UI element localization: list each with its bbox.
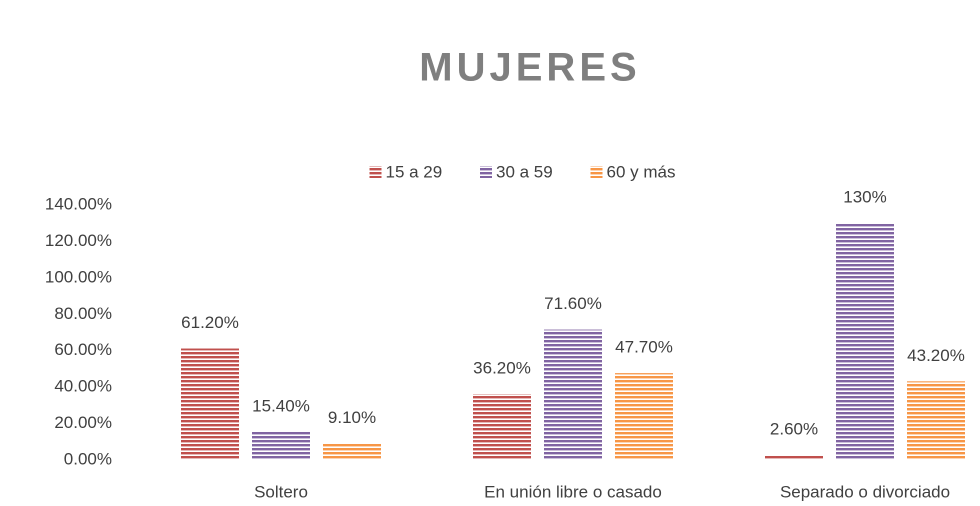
data-label: 9.10% [328, 408, 376, 427]
data-label: 71.60% [544, 294, 602, 313]
legend-label: 30 a 59 [496, 162, 553, 181]
bar [181, 348, 239, 460]
data-label: 47.70% [615, 338, 673, 357]
y-tick-label: 120.00% [45, 231, 112, 250]
bar [473, 394, 531, 460]
chart-title: MUJERES [419, 46, 640, 90]
legend-swatch [480, 166, 492, 178]
y-tick-label: 140.00% [45, 194, 112, 213]
data-label: 15.40% [252, 396, 310, 415]
x-tick-label: Soltero [254, 482, 308, 501]
y-tick-label: 60.00% [54, 340, 112, 359]
bar [765, 455, 823, 460]
bar [544, 329, 602, 460]
legend-label: 15 a 29 [386, 162, 443, 181]
x-tick-label: Separado o divorciado [780, 482, 950, 501]
y-tick-label: 100.00% [45, 267, 112, 286]
data-label: 130% [843, 188, 886, 207]
bar [836, 223, 894, 460]
bar [323, 443, 381, 460]
x-tick-label: En unión libre o casado [484, 482, 662, 501]
y-tick-label: 80.00% [54, 304, 112, 323]
legend-label: 60 y más [607, 162, 676, 181]
bar [907, 381, 965, 460]
data-label: 36.20% [473, 359, 531, 378]
y-tick-label: 0.00% [64, 449, 112, 468]
y-tick-label: 20.00% [54, 413, 112, 432]
data-label: 61.20% [181, 313, 239, 332]
bar [252, 431, 310, 460]
y-tick-label: 40.00% [54, 377, 112, 396]
legend: 15 a 29 30 a 59 60 y más [369, 162, 676, 181]
data-label: 43.20% [907, 346, 965, 365]
legend-swatch [369, 166, 382, 178]
data-label: 2.60% [770, 420, 818, 439]
legend-swatch [590, 166, 603, 178]
bar [615, 373, 673, 460]
